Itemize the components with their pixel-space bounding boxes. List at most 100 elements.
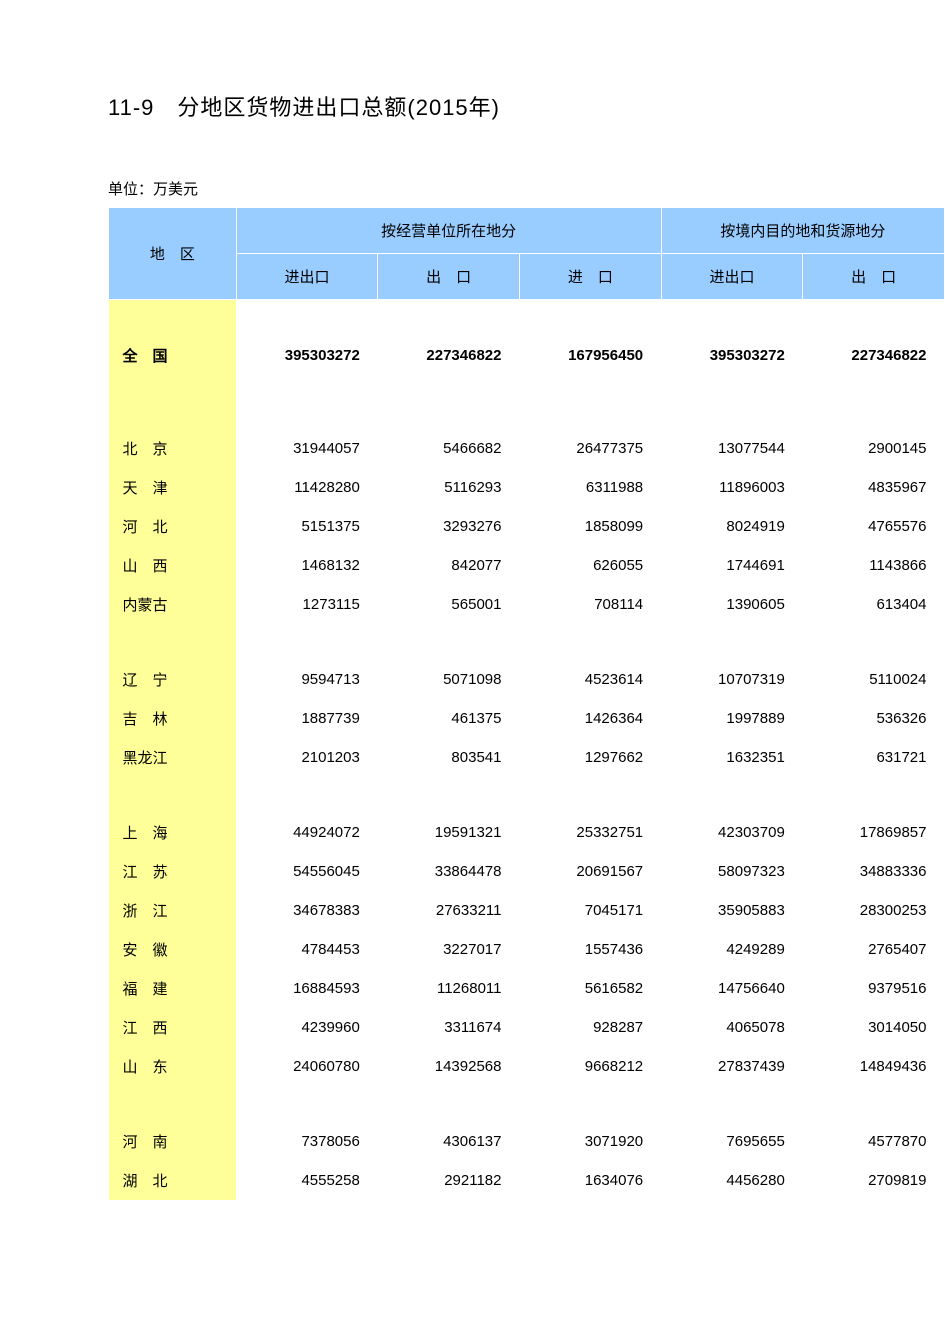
cell-value: 11268011: [378, 969, 520, 1008]
cell-blank: [803, 624, 945, 660]
table-row: 天 津1142828051162936311988118960034835967: [109, 468, 945, 507]
cell-value: 2900145: [803, 429, 945, 468]
row-header: 上 海: [109, 813, 237, 852]
table-row: 黑龙江210120380354112976621632351631721: [109, 738, 945, 777]
cell-value: 1858099: [519, 507, 661, 546]
cell-value: 1297662: [519, 738, 661, 777]
cell-value: 4555258: [236, 1161, 378, 1200]
cell-value: 631721: [803, 738, 945, 777]
cell-value: 8024919: [661, 507, 803, 546]
row-header: 天 津: [109, 468, 237, 507]
cell-value: 4784453: [236, 930, 378, 969]
cell-value: 5616582: [519, 969, 661, 1008]
col-header: 出 口: [803, 254, 945, 300]
cell-value: 54556045: [236, 852, 378, 891]
table-row: 河 南73780564306137307192076956554577870: [109, 1122, 945, 1161]
cell-value: 1390605: [661, 585, 803, 624]
cell-blank: [661, 777, 803, 813]
cell-value: 4065078: [661, 1008, 803, 1047]
col-header: 进出口: [236, 254, 378, 300]
cell-value: 13077544: [661, 429, 803, 468]
cell-value: 2765407: [803, 930, 945, 969]
cell-value: 1426364: [519, 699, 661, 738]
cell-value: 1632351: [661, 738, 803, 777]
cell-value: 34678383: [236, 891, 378, 930]
cell-blank: [236, 375, 378, 429]
cell-value: 4835967: [803, 468, 945, 507]
cell-value: 227346822: [803, 336, 945, 375]
cell-value: 11896003: [661, 468, 803, 507]
cell-value: 9668212: [519, 1047, 661, 1086]
cell-value: 2709819: [803, 1161, 945, 1200]
cell-blank: [519, 300, 661, 336]
cell-value: 1634076: [519, 1161, 661, 1200]
cell-blank: [519, 624, 661, 660]
cell-value: 24060780: [236, 1047, 378, 1086]
cell-value: 4577870: [803, 1122, 945, 1161]
cell-value: 28300253: [803, 891, 945, 930]
cell-value: 19591321: [378, 813, 520, 852]
cell-blank: [378, 300, 520, 336]
cell-blank: [378, 777, 520, 813]
cell-value: 803541: [378, 738, 520, 777]
cell-value: 3071920: [519, 1122, 661, 1161]
cell-value: 842077: [378, 546, 520, 585]
row-header-blank: [109, 624, 237, 660]
cell-value: 34883336: [803, 852, 945, 891]
cell-blank: [661, 375, 803, 429]
cell-value: 395303272: [661, 336, 803, 375]
cell-value: 5116293: [378, 468, 520, 507]
cell-value: 536326: [803, 699, 945, 738]
row-header: 黑龙江: [109, 738, 237, 777]
cell-value: 58097323: [661, 852, 803, 891]
cell-value: 44924072: [236, 813, 378, 852]
col-header: 进出口: [661, 254, 803, 300]
col-header-group2: 按境内目的地和货源地分: [661, 208, 944, 254]
col-header-group1: 按经营单位所在地分: [236, 208, 661, 254]
table-body: 全 国3953032722273468221679564503953032722…: [109, 300, 945, 1200]
cell-value: 613404: [803, 585, 945, 624]
row-header: 江 苏: [109, 852, 237, 891]
cell-value: 3311674: [378, 1008, 520, 1047]
cell-value: 9379516: [803, 969, 945, 1008]
cell-value: 2921182: [378, 1161, 520, 1200]
cell-value: 5466682: [378, 429, 520, 468]
row-header: 福 建: [109, 969, 237, 1008]
cell-blank: [519, 777, 661, 813]
row-header: 浙 江: [109, 891, 237, 930]
cell-value: 928287: [519, 1008, 661, 1047]
cell-value: 11428280: [236, 468, 378, 507]
cell-value: 565001: [378, 585, 520, 624]
cell-value: 14392568: [378, 1047, 520, 1086]
cell-value: 35905883: [661, 891, 803, 930]
row-header-blank: [109, 777, 237, 813]
cell-value: 4249289: [661, 930, 803, 969]
cell-value: 1273115: [236, 585, 378, 624]
table-row: 吉 林188773946137514263641997889536326: [109, 699, 945, 738]
cell-blank: [236, 624, 378, 660]
table-row: 山 东2406078014392568966821227837439148494…: [109, 1047, 945, 1086]
cell-value: 14756640: [661, 969, 803, 1008]
page-title: 11-9 分地区货物进出口总额(2015年): [108, 90, 945, 122]
cell-value: 25332751: [519, 813, 661, 852]
col-header: 出 口: [378, 254, 520, 300]
table-row: 上 海4492407219591321253327514230370917869…: [109, 813, 945, 852]
table-row: 湖 北45552582921182163407644562802709819: [109, 1161, 945, 1200]
cell-value: 3014050: [803, 1008, 945, 1047]
row-header: 山 东: [109, 1047, 237, 1086]
cell-blank: [803, 1086, 945, 1122]
cell-value: 4765576: [803, 507, 945, 546]
row-header: 辽 宁: [109, 660, 237, 699]
row-header: 北 京: [109, 429, 237, 468]
cell-blank: [236, 777, 378, 813]
cell-value: 27837439: [661, 1047, 803, 1086]
cell-value: 1887739: [236, 699, 378, 738]
cell-blank: [378, 624, 520, 660]
cell-value: 227346822: [378, 336, 520, 375]
table-row: 全 国3953032722273468221679564503953032722…: [109, 336, 945, 375]
cell-blank: [236, 300, 378, 336]
cell-value: 7695655: [661, 1122, 803, 1161]
cell-value: 4456280: [661, 1161, 803, 1200]
row-header: 内蒙古: [109, 585, 237, 624]
row-header: 河 南: [109, 1122, 237, 1161]
